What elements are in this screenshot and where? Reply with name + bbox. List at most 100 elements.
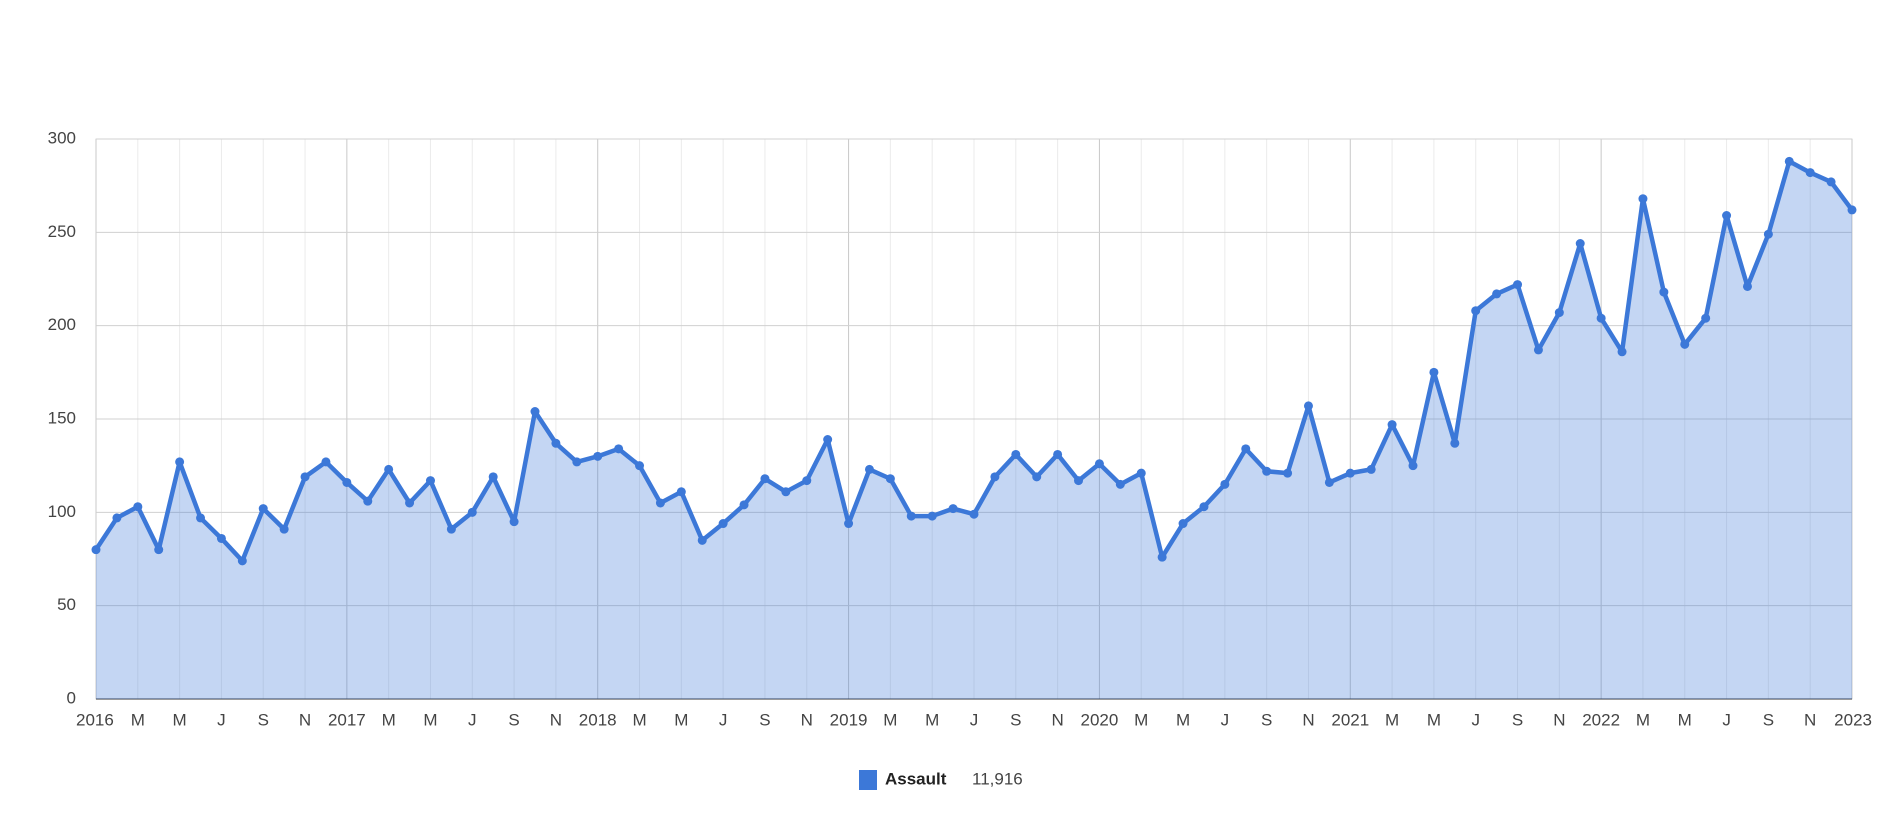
point — [1303, 401, 1313, 411]
point — [1659, 287, 1669, 297]
point — [1680, 339, 1690, 349]
point — [948, 504, 958, 514]
x-tick-label: N — [1553, 710, 1565, 729]
area-fill — [96, 161, 1852, 699]
point — [990, 472, 1000, 482]
point — [823, 435, 833, 445]
point — [1763, 229, 1773, 239]
point — [739, 500, 749, 510]
x-tick-label: J — [468, 710, 477, 729]
point — [91, 545, 101, 555]
point — [1094, 459, 1104, 469]
x-tick-label: N — [550, 710, 562, 729]
point — [614, 444, 624, 454]
point — [1847, 205, 1857, 215]
y-tick-label: 200 — [48, 315, 76, 334]
point — [1826, 177, 1836, 187]
point — [258, 504, 268, 514]
point — [1157, 552, 1167, 562]
x-tick-label: 2023 — [1834, 710, 1872, 729]
y-tick-label: 150 — [48, 408, 76, 427]
x-tick-label: 2022 — [1582, 710, 1620, 729]
point — [405, 498, 415, 508]
point — [1617, 347, 1627, 357]
point — [1115, 479, 1125, 489]
x-tick-label: J — [1722, 710, 1731, 729]
point — [572, 457, 582, 467]
x-tick-label: M — [1678, 710, 1692, 729]
x-tick-label: S — [759, 710, 770, 729]
point — [885, 474, 895, 484]
point — [279, 524, 289, 534]
point — [488, 472, 498, 482]
point — [864, 464, 874, 474]
point — [112, 513, 122, 523]
point — [718, 519, 728, 529]
x-tick-label: 2021 — [1331, 710, 1369, 729]
point — [927, 511, 937, 521]
point — [1533, 345, 1543, 355]
point — [676, 487, 686, 497]
x-tick-label: M — [131, 710, 145, 729]
point — [1366, 464, 1376, 474]
x-tick-label: M — [1427, 710, 1441, 729]
point — [655, 498, 665, 508]
point — [969, 509, 979, 519]
x-tick-label: 2019 — [830, 710, 868, 729]
point — [1429, 367, 1439, 377]
x-tick-label: M — [883, 710, 897, 729]
point — [1701, 313, 1711, 323]
legend-value: 11,916 — [972, 769, 1023, 788]
point — [154, 545, 164, 555]
point — [844, 519, 854, 529]
y-tick-label: 250 — [48, 222, 76, 241]
x-tick-label: S — [1010, 710, 1021, 729]
x-tick-label: M — [173, 710, 187, 729]
point — [781, 487, 791, 497]
x-tick-label: N — [299, 710, 311, 729]
point — [1136, 468, 1146, 478]
x-tick-label: S — [1763, 710, 1774, 729]
x-tick-label: N — [1051, 710, 1063, 729]
point — [1387, 420, 1397, 430]
point — [802, 476, 812, 486]
point — [175, 457, 185, 467]
point — [384, 464, 394, 474]
y-tick-label: 300 — [48, 128, 76, 147]
x-tick-label: M — [1134, 710, 1148, 729]
point — [1178, 519, 1188, 529]
y-tick-label: 50 — [57, 595, 76, 614]
point — [446, 524, 456, 534]
x-tick-label: S — [1261, 710, 1272, 729]
x-tick-label: 2020 — [1081, 710, 1119, 729]
point — [1638, 194, 1648, 204]
point — [1345, 468, 1355, 478]
point — [342, 477, 352, 487]
point — [1011, 449, 1021, 459]
point — [1513, 280, 1523, 290]
x-tick-label: J — [970, 710, 979, 729]
point — [1408, 461, 1418, 471]
x-tick-label: S — [258, 710, 269, 729]
x-tick-label: S — [508, 710, 519, 729]
x-tick-label: M — [632, 710, 646, 729]
x-tick-label: J — [1471, 710, 1480, 729]
point — [216, 533, 226, 543]
point — [425, 476, 435, 486]
point — [1262, 466, 1272, 476]
legend-swatch — [859, 770, 877, 790]
point — [1554, 308, 1564, 318]
point — [1241, 444, 1251, 454]
point — [467, 507, 477, 517]
x-tick-label: M — [925, 710, 939, 729]
point — [509, 517, 519, 527]
point — [1742, 281, 1752, 291]
point — [551, 438, 561, 448]
point — [1074, 476, 1084, 486]
point — [1220, 479, 1230, 489]
point — [1324, 477, 1334, 487]
y-tick-label: 100 — [48, 502, 76, 521]
x-tick-label: J — [1221, 710, 1230, 729]
x-tick-label: M — [1385, 710, 1399, 729]
